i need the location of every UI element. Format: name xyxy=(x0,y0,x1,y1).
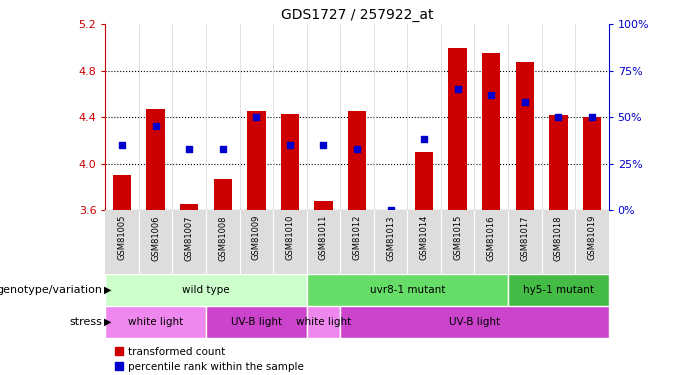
Text: GSM81010: GSM81010 xyxy=(286,215,294,261)
Point xyxy=(553,114,564,120)
Text: GSM81019: GSM81019 xyxy=(588,215,596,261)
Point xyxy=(486,92,496,98)
Text: GSM81005: GSM81005 xyxy=(118,215,126,261)
Text: GSM81012: GSM81012 xyxy=(352,215,362,261)
Bar xyxy=(307,274,508,306)
Text: GSM81016: GSM81016 xyxy=(487,215,496,261)
Text: genotype/variation: genotype/variation xyxy=(0,285,102,295)
Point xyxy=(352,146,362,152)
Point xyxy=(117,142,128,148)
Point xyxy=(218,146,228,152)
Point xyxy=(385,207,396,213)
Bar xyxy=(105,306,206,338)
Point xyxy=(150,123,161,129)
Text: ▶: ▶ xyxy=(104,316,112,327)
Text: GSM81011: GSM81011 xyxy=(319,215,328,261)
Bar xyxy=(180,204,199,210)
Text: hy5-1 mutant: hy5-1 mutant xyxy=(523,285,594,295)
Point xyxy=(318,142,329,148)
Bar xyxy=(508,274,609,306)
Bar xyxy=(105,274,307,306)
Bar xyxy=(515,62,534,210)
Bar xyxy=(307,306,340,338)
Point xyxy=(520,99,530,105)
Text: GSM81013: GSM81013 xyxy=(386,215,395,261)
Point xyxy=(419,136,430,142)
Text: stress: stress xyxy=(69,316,102,327)
Text: GSM81015: GSM81015 xyxy=(453,215,462,261)
Text: GSM81008: GSM81008 xyxy=(218,215,227,261)
Text: UV-B light: UV-B light xyxy=(449,316,500,327)
Bar xyxy=(146,109,165,210)
Text: GSM81006: GSM81006 xyxy=(151,215,160,261)
Point xyxy=(452,86,463,92)
Bar xyxy=(415,152,433,210)
Bar xyxy=(448,48,467,210)
Text: white light: white light xyxy=(128,316,184,327)
Point xyxy=(251,114,262,120)
Bar xyxy=(314,201,333,210)
Point xyxy=(184,146,194,152)
Bar xyxy=(549,115,568,210)
Bar xyxy=(482,53,500,210)
Point xyxy=(586,114,597,120)
Text: uvr8-1 mutant: uvr8-1 mutant xyxy=(370,285,445,295)
Legend: transformed count, percentile rank within the sample: transformed count, percentile rank withi… xyxy=(111,343,308,375)
Text: white light: white light xyxy=(296,316,351,327)
Text: wild type: wild type xyxy=(182,285,230,295)
Bar xyxy=(214,178,232,210)
Bar xyxy=(206,306,307,338)
Text: GSM81009: GSM81009 xyxy=(252,215,261,261)
Text: ▶: ▶ xyxy=(104,285,112,295)
Bar xyxy=(583,117,601,210)
Title: GDS1727 / 257922_at: GDS1727 / 257922_at xyxy=(281,8,433,22)
Bar xyxy=(113,175,131,210)
Text: UV-B light: UV-B light xyxy=(231,316,282,327)
Point xyxy=(284,142,295,148)
Text: GSM81018: GSM81018 xyxy=(554,215,563,261)
Bar xyxy=(347,111,367,210)
Bar xyxy=(247,111,266,210)
Text: GSM81017: GSM81017 xyxy=(520,215,529,261)
Bar xyxy=(281,114,299,210)
Text: GSM81014: GSM81014 xyxy=(420,215,428,261)
Text: GSM81007: GSM81007 xyxy=(185,215,194,261)
Bar xyxy=(340,306,609,338)
